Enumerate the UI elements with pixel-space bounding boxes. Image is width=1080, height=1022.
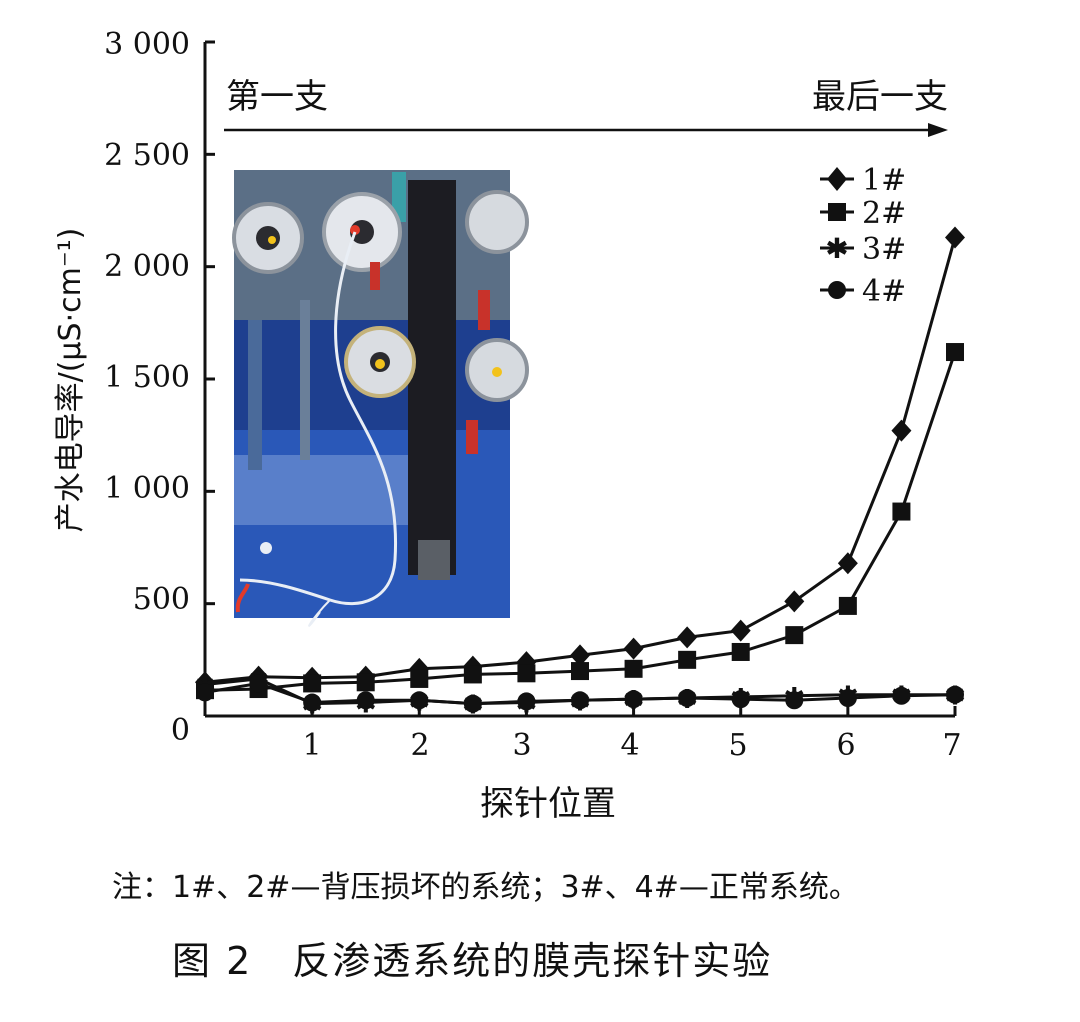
x-tick-label-3: 3 (512, 728, 531, 763)
data-point-s2-3 (356, 673, 375, 692)
y-axis-title: 产水电导率/(μS·cm⁻¹) (53, 228, 88, 533)
x-tick-label-7: 7 (942, 728, 961, 763)
data-point-s2-9 (678, 650, 697, 669)
legend-label-2: 2# (862, 196, 906, 231)
inset-photo (232, 170, 529, 627)
data-point-s4-14 (946, 685, 964, 704)
data-point-s2-5 (463, 665, 482, 684)
data-point-s4-4 (410, 691, 429, 710)
legend-marker-square (828, 203, 846, 221)
data-point-s4-8 (624, 690, 643, 709)
data-point-s2-10 (731, 642, 750, 661)
annotation-first-element: 第一支 (226, 77, 328, 117)
x-tick-label-5: 5 (728, 728, 747, 763)
legend-label-4: 4# (862, 274, 906, 309)
x-tick-label-4: 4 (620, 728, 639, 763)
data-point-s2-6 (517, 664, 536, 683)
y-ticks (205, 40, 215, 718)
data-point-s1-14 (945, 226, 965, 249)
y-tick-label-1500: 1 500 (104, 360, 190, 395)
series-4 (196, 674, 964, 713)
legend: 1# 2# ✱ 3# 4# (820, 163, 906, 309)
x-tick-label-1: 1 (302, 728, 321, 763)
x-axis-title: 探针位置 (480, 784, 616, 824)
data-point-s2-2 (303, 674, 322, 693)
y-tick-label-1000: 1 000 (104, 471, 190, 506)
data-point-s2-11 (785, 626, 804, 645)
figure-caption: 图 2 反渗透系统的膜壳探针实验 (172, 939, 773, 983)
data-point-s4-3 (356, 691, 375, 710)
data-point-s1-10 (730, 619, 751, 642)
data-point-s1-8 (623, 637, 644, 660)
data-point-s2-4 (410, 669, 429, 688)
data-point-s1-11 (784, 590, 805, 613)
data-point-s4-12 (838, 689, 857, 708)
series-group: ✱✱✱✱✱✱✱✱✱✱✱✱✱✱✱ (194, 226, 966, 721)
figure-note: 注：1#、2#—背压损坏的系统；3#、4#—正常系统。 (112, 870, 859, 905)
data-point-s4-9 (678, 689, 697, 708)
legend-label-3: 3# (862, 232, 906, 267)
data-point-s1-9 (677, 626, 698, 649)
data-point-s4-7 (571, 691, 589, 710)
data-point-s4-0 (196, 683, 214, 702)
data-point-s4-1 (249, 674, 268, 693)
x-tick-label-2: 2 (410, 728, 429, 763)
y-tick-label-2000: 2 000 (104, 249, 190, 284)
data-point-s2-13 (892, 502, 911, 521)
data-point-s2-14 (946, 343, 964, 362)
data-point-s4-6 (517, 692, 536, 711)
data-point-s4-10 (731, 690, 750, 709)
legend-label-1: 1# (862, 163, 906, 198)
y-tick-label-0: 0 (171, 713, 190, 748)
data-point-s4-11 (785, 691, 804, 710)
x-tick-label-6: 6 (836, 728, 855, 763)
y-tick-label-2500: 2 500 (104, 138, 190, 173)
data-point-s1-13 (891, 419, 912, 442)
legend-marker-circle (828, 281, 846, 299)
data-point-s1-7 (570, 644, 590, 667)
data-point-s2-12 (838, 596, 857, 615)
direction-arrowhead (928, 123, 948, 137)
legend-marker-diamond (827, 167, 847, 191)
y-tick-label-3000: 3 000 (104, 27, 190, 62)
data-point-s4-13 (892, 686, 911, 705)
data-point-s1-12 (837, 552, 858, 575)
chart: 3 000 2 500 2 000 1 500 1 000 500 0 1 2 … (53, 27, 966, 824)
data-point-s4-2 (303, 693, 322, 712)
data-point-s2-8 (624, 659, 643, 678)
y-tick-label-500: 500 (133, 582, 190, 617)
data-point-s2-7 (571, 662, 589, 681)
data-point-s4-5 (463, 694, 482, 713)
legend-marker-star: ✱ (825, 232, 848, 265)
annotation-last-element: 最后一支 (812, 77, 948, 117)
